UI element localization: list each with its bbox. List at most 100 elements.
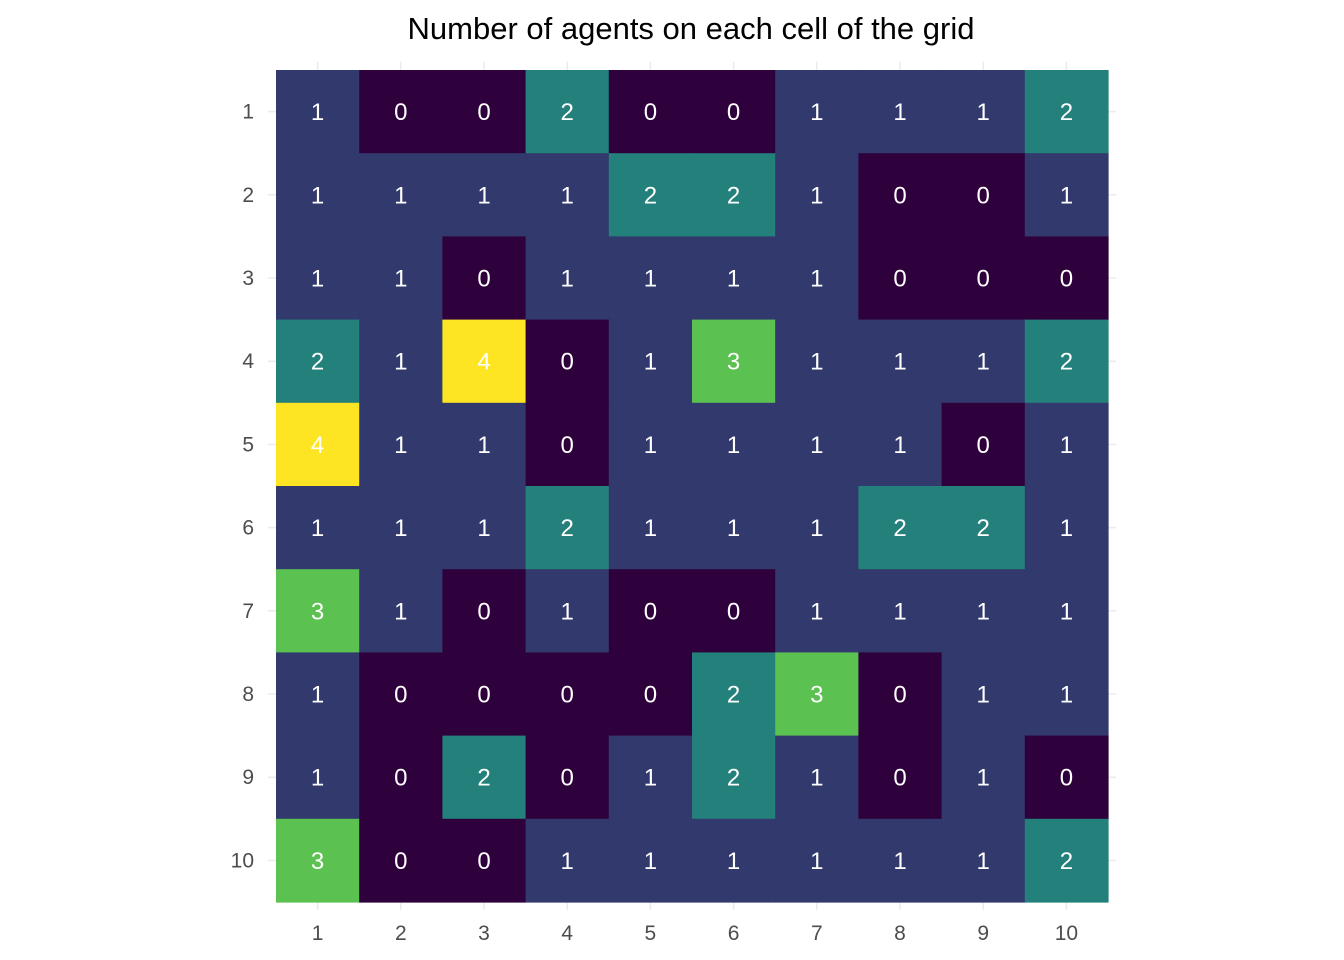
x-tick-label: 6	[728, 922, 740, 945]
heatmap-cell	[359, 153, 443, 237]
cell-value-label: 2	[727, 765, 740, 792]
heatmap-cell	[525, 486, 610, 570]
cell-value-label: 2	[727, 682, 740, 709]
cell-value-label: 0	[1060, 266, 1073, 293]
cell-value-label: 0	[394, 765, 407, 792]
heatmap-cell	[692, 735, 776, 820]
heatmap-cell	[692, 486, 776, 570]
heatmap-cell	[775, 569, 859, 653]
heatmap-cell	[276, 402, 360, 487]
heatmap-cell	[858, 652, 943, 737]
heatmap-cell	[692, 402, 776, 487]
cell-value-label: 1	[810, 598, 823, 625]
cell-value-label: 1	[893, 848, 906, 875]
cell-value-label: 1	[977, 349, 990, 376]
cell-value-label: 1	[311, 515, 324, 542]
heatmap-cell	[608, 735, 693, 820]
cell-value-label: 0	[394, 848, 407, 875]
x-tick-label: 5	[645, 922, 657, 945]
cell-value-label: 1	[727, 515, 740, 542]
heatmap-cell	[941, 486, 1026, 570]
cell-value-label: 1	[394, 515, 407, 542]
heatmap-cell	[941, 402, 1026, 487]
heatmap-cell	[941, 153, 1026, 237]
heatmap-cell	[608, 652, 693, 737]
heatmap-cell	[692, 569, 776, 653]
heatmap-cell	[442, 402, 527, 487]
cell-value-label: 1	[977, 682, 990, 709]
cell-value-label: 0	[893, 765, 906, 792]
cell-value-label: 0	[893, 682, 906, 709]
y-tick-label: 4	[242, 350, 254, 373]
cell-value-label: 1	[1060, 682, 1073, 709]
cell-value-label: 1	[810, 266, 823, 293]
heatmap-cell	[1024, 486, 1109, 570]
cell-value-label: 0	[727, 99, 740, 126]
heatmap-cell	[276, 236, 360, 321]
heatmap-cell	[608, 402, 693, 487]
heatmap-cells	[276, 70, 1109, 903]
cell-value-label: 0	[561, 349, 574, 376]
heatmap-cell	[608, 153, 693, 237]
cell-value-label: 1	[311, 99, 324, 126]
cell-value-label: 0	[394, 682, 407, 709]
heatmap-cell	[525, 70, 610, 154]
cell-value-label: 1	[810, 765, 823, 792]
heatmap-cell	[775, 735, 859, 820]
cell-value-label: 3	[727, 349, 740, 376]
heatmap-cell	[775, 153, 859, 237]
heatmap-cell	[359, 652, 443, 737]
heatmap-cell	[359, 236, 443, 321]
heatmap-cell	[525, 402, 610, 487]
cell-value-label: 1	[1060, 515, 1073, 542]
cell-value-label: 4	[311, 432, 324, 459]
cell-value-label: 0	[644, 598, 657, 625]
cell-value-label: 2	[311, 349, 324, 376]
cell-value-label: 3	[311, 848, 324, 875]
heatmap-cell	[525, 236, 610, 321]
heatmap-cell	[442, 569, 527, 653]
cell-value-label: 3	[311, 598, 324, 625]
y-tick-label: 10	[231, 849, 254, 872]
heatmap-cell	[858, 486, 943, 570]
cell-value-label: 1	[893, 99, 906, 126]
y-tick-label: 3	[242, 267, 254, 290]
heatmap-cell	[608, 569, 693, 653]
heatmap-cell	[608, 236, 693, 321]
heatmap-cell	[858, 569, 943, 653]
heatmap-cell	[276, 486, 360, 570]
heatmap-cell	[858, 236, 943, 321]
cell-value-label: 1	[977, 848, 990, 875]
heatmap-cell	[775, 486, 859, 570]
heatmap-cell	[1024, 70, 1109, 154]
cell-value-label: 1	[727, 266, 740, 293]
heatmap-cell	[276, 735, 360, 820]
heatmap-cell	[276, 153, 360, 237]
cell-value-label: 1	[1060, 598, 1073, 625]
cell-value-label: 0	[477, 848, 490, 875]
heatmap-cell	[608, 818, 693, 903]
heatmap-cell	[775, 818, 859, 903]
cell-value-label: 2	[893, 515, 906, 542]
cell-value-label: 1	[311, 266, 324, 293]
cell-value-label: 2	[1060, 349, 1073, 376]
heatmap-cell	[442, 236, 527, 321]
heatmap-cell	[941, 818, 1026, 903]
heatmap-cell	[775, 319, 859, 404]
x-tick-label: 4	[561, 922, 573, 945]
heatmap-cell	[276, 569, 360, 653]
heatmap-cell	[525, 319, 610, 404]
cell-value-label: 1	[977, 765, 990, 792]
heatmap-cell	[775, 236, 859, 321]
heatmap-cell	[608, 486, 693, 570]
chart-title: Number of agents on each cell of the gri…	[408, 11, 975, 46]
heatmap-cell	[692, 818, 776, 903]
cell-value-label: 1	[561, 598, 574, 625]
cell-value-label: 1	[644, 432, 657, 459]
cell-value-label: 0	[477, 682, 490, 709]
y-tick-label: 9	[242, 766, 254, 789]
cell-value-label: 1	[810, 349, 823, 376]
y-tick-label: 5	[242, 433, 254, 456]
cell-value-label: 2	[1060, 848, 1073, 875]
